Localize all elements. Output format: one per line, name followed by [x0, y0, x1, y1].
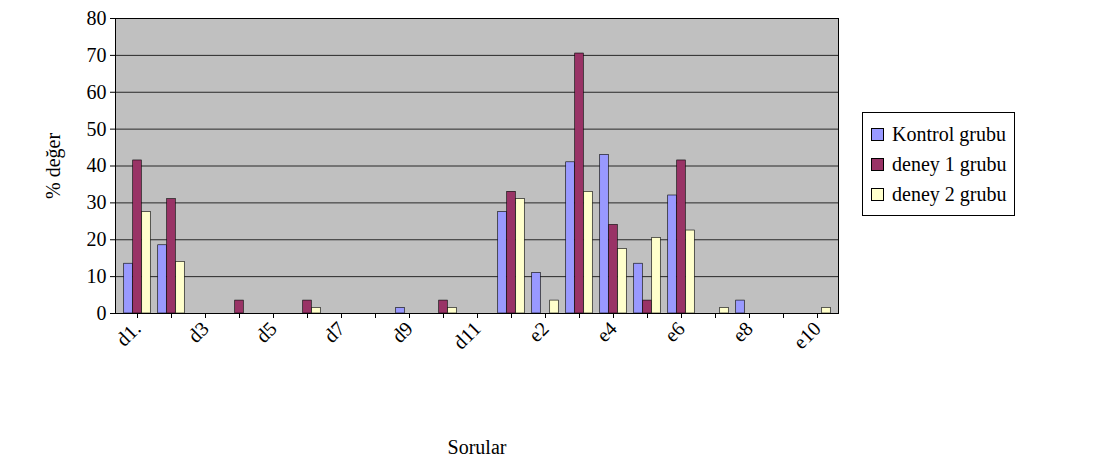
html-text:deney 1 grubu: deney 1 grubu [892, 153, 1007, 175]
svg-text:20: 20 [87, 228, 107, 250]
svg-text:d5: d5 [251, 317, 281, 347]
svg-text:e2: e2 [524, 317, 553, 346]
svg-text:10: 10 [87, 265, 107, 287]
svg-text:d1.: d1. [112, 317, 145, 350]
svg-text:d11: d11 [449, 317, 485, 353]
svg-text:d7: d7 [319, 317, 349, 347]
svg-text:e10: e10 [789, 317, 825, 353]
svg-text:e4: e4 [592, 317, 621, 346]
svg-text:d3: d3 [183, 317, 213, 347]
svg-text:% değer: % değer [42, 133, 65, 199]
svg-text:80: 80 [87, 7, 107, 29]
svg-text:40: 40 [87, 154, 107, 176]
svg-text:d9: d9 [387, 317, 417, 347]
svg-text:e8: e8 [728, 317, 757, 346]
svg-text:Sorular: Sorular [448, 436, 507, 458]
svg-text:70: 70 [87, 44, 107, 66]
svg-text:e6: e6 [660, 317, 689, 346]
svg-text:50: 50 [87, 118, 107, 140]
svg-text:30: 30 [87, 191, 107, 213]
svg-text:0: 0 [97, 302, 107, 324]
svg-text:60: 60 [87, 81, 107, 103]
html-text:deney 2 grubu: deney 2 grubu [892, 183, 1007, 205]
html-text:Kontrol grubu: Kontrol grubu [892, 123, 1006, 145]
